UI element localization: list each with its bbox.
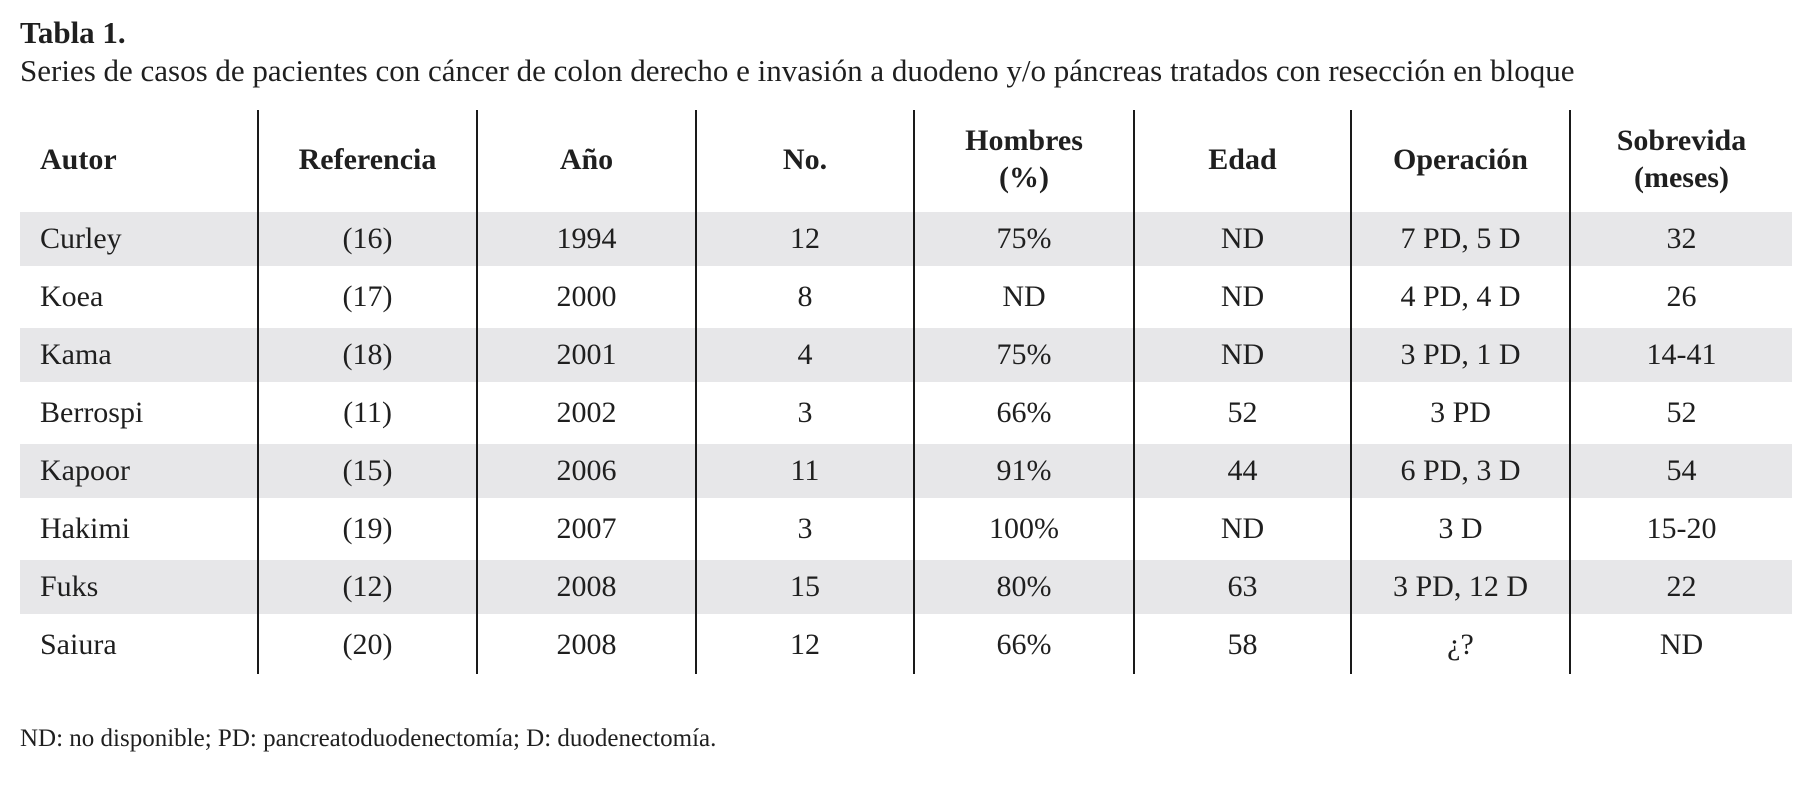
table-row: Kapoor (15) 2006 11 91% 44 6 PD, 3 D 54 (20, 442, 1792, 500)
table-cell: 3 D (1350, 500, 1569, 558)
table-cell: 12 (695, 616, 913, 674)
table-header: Autor Referencia Año No. Hombres (%) Edad Oper… (20, 110, 1792, 210)
table-cell: 4 (695, 326, 913, 384)
table-cell: 63 (1133, 558, 1350, 616)
table-cell: 66% (913, 616, 1133, 674)
table-footnote: ND: no disponible; PD: pancreatoduodenec… (20, 725, 717, 752)
table-cell: 32 (1569, 210, 1792, 268)
table-cell: 75% (913, 326, 1133, 384)
table-cell: Berrospi (40, 396, 144, 429)
table-cell: (15) (257, 442, 476, 500)
column-header: Sobrevida (meses) (1569, 110, 1792, 210)
table-cell: 2001 (476, 326, 695, 384)
table-row: Hakimi (19) 2007 3 100% ND 3 D 15-20 (20, 500, 1792, 558)
table-cell: ND (1569, 616, 1792, 674)
table-row: Berrospi (11) 2002 3 66% 52 3 PD 52 (20, 384, 1792, 442)
table-cell: Fuks (20, 558, 257, 616)
table-cell: 2007 (476, 500, 695, 558)
table-cell: 15-20 (1569, 500, 1792, 558)
table-row: Curley (16) 1994 12 75% ND 7 PD, 5 D 32 (20, 210, 1792, 268)
table-caption: Series de casos de pacientes con cáncer … (20, 53, 1575, 88)
table-row: Koea (17) 2000 8 ND ND 4 PD, 4 D 26 (20, 268, 1792, 326)
table-cell: 11 (695, 442, 913, 500)
table-cell: 2008 (476, 616, 695, 674)
table-cell: ¿? (1350, 616, 1569, 674)
table-cell: 1994 (476, 210, 695, 268)
column-header: No. (695, 110, 913, 210)
table-cell: 6 PD, 3 D (1350, 442, 1569, 500)
table-cell: 75% (913, 210, 1133, 268)
table-row: Fuks (12) 2008 15 80% 63 3 PD, 12 D 22 (20, 558, 1792, 616)
table-cell: 44 (1133, 442, 1350, 500)
table-cell: Saiura (40, 628, 117, 661)
table-cell: 8 (695, 268, 913, 326)
table-cell: (12) (257, 558, 476, 616)
table-row: Saiura (20) 2008 12 66% 58 ¿? ND (20, 616, 1792, 674)
table-cell: 4 PD, 4 D (1350, 268, 1569, 326)
table-cell: 3 (695, 384, 913, 442)
table-cell: (11) (257, 384, 476, 442)
column-header: Hombres (%) (913, 110, 1133, 210)
table-cell: (18) (257, 326, 476, 384)
column-header: Edad (1133, 110, 1350, 210)
table-cell: ND (913, 268, 1133, 326)
table-cell: 52 (1569, 384, 1792, 442)
table-cell: 2006 (476, 442, 695, 500)
table-cell: Kama (20, 326, 257, 384)
column-header: Año (476, 110, 695, 210)
table-cell: Koea (40, 280, 104, 313)
table-cell: 14-41 (1569, 326, 1792, 384)
table-cell: (16) (257, 210, 476, 268)
table-cell: (19) (257, 500, 476, 558)
table-cell: 100% (913, 500, 1133, 558)
table-cell: ND (1133, 268, 1350, 326)
header-row: Autor Referencia Año No. Hombres (%) Edad Oper… (20, 110, 1792, 210)
table-body: Curley (16) 1994 12 75% ND 7 PD, 5 D 32 Koea (17)… (20, 210, 1792, 674)
table-cell: ND (1133, 500, 1350, 558)
table-cell: 3 (695, 500, 913, 558)
table-cell: 66% (913, 384, 1133, 442)
table-cell: 3 PD, 1 D (1350, 326, 1569, 384)
table-cell: Kapoor (20, 442, 257, 500)
table-cell: (20) (257, 616, 476, 674)
table-cell: ND (1133, 326, 1350, 384)
table-cell: Curley (20, 210, 257, 268)
table-cell: 7 PD, 5 D (1350, 210, 1569, 268)
table-cell: 80% (913, 558, 1133, 616)
table-cell: 2000 (476, 268, 695, 326)
document-page: Tabla 1. Series de casos de pacientes co… (20, 15, 1792, 752)
table-cell: (17) (257, 268, 476, 326)
table-cell: 15 (695, 558, 913, 616)
table-cell: 3 PD, 12 D (1350, 558, 1569, 616)
column-header: Autor (40, 142, 117, 176)
table-cell: 58 (1133, 616, 1350, 674)
cases-table: Autor Referencia Año No. Hombres (%) Edad Oper… (20, 110, 1792, 674)
table-label: Tabla 1. (20, 15, 126, 50)
table-cell: 3 PD (1350, 384, 1569, 442)
table-cell: 2002 (476, 384, 695, 442)
column-header: Operación (1350, 110, 1569, 210)
table-cell: ND (1133, 210, 1350, 268)
table-cell: 91% (913, 442, 1133, 500)
table-row: Kama (18) 2001 4 75% ND 3 PD, 1 D 14-41 (20, 326, 1792, 384)
table-cell: 12 (695, 210, 913, 268)
table-cell: 54 (1569, 442, 1792, 500)
table-cell: 52 (1133, 384, 1350, 442)
column-header: Referencia (257, 110, 476, 210)
table-cell: 2008 (476, 558, 695, 616)
table-cell: 22 (1569, 558, 1792, 616)
table-cell: 26 (1569, 268, 1792, 326)
table-cell: Hakimi (40, 512, 130, 545)
